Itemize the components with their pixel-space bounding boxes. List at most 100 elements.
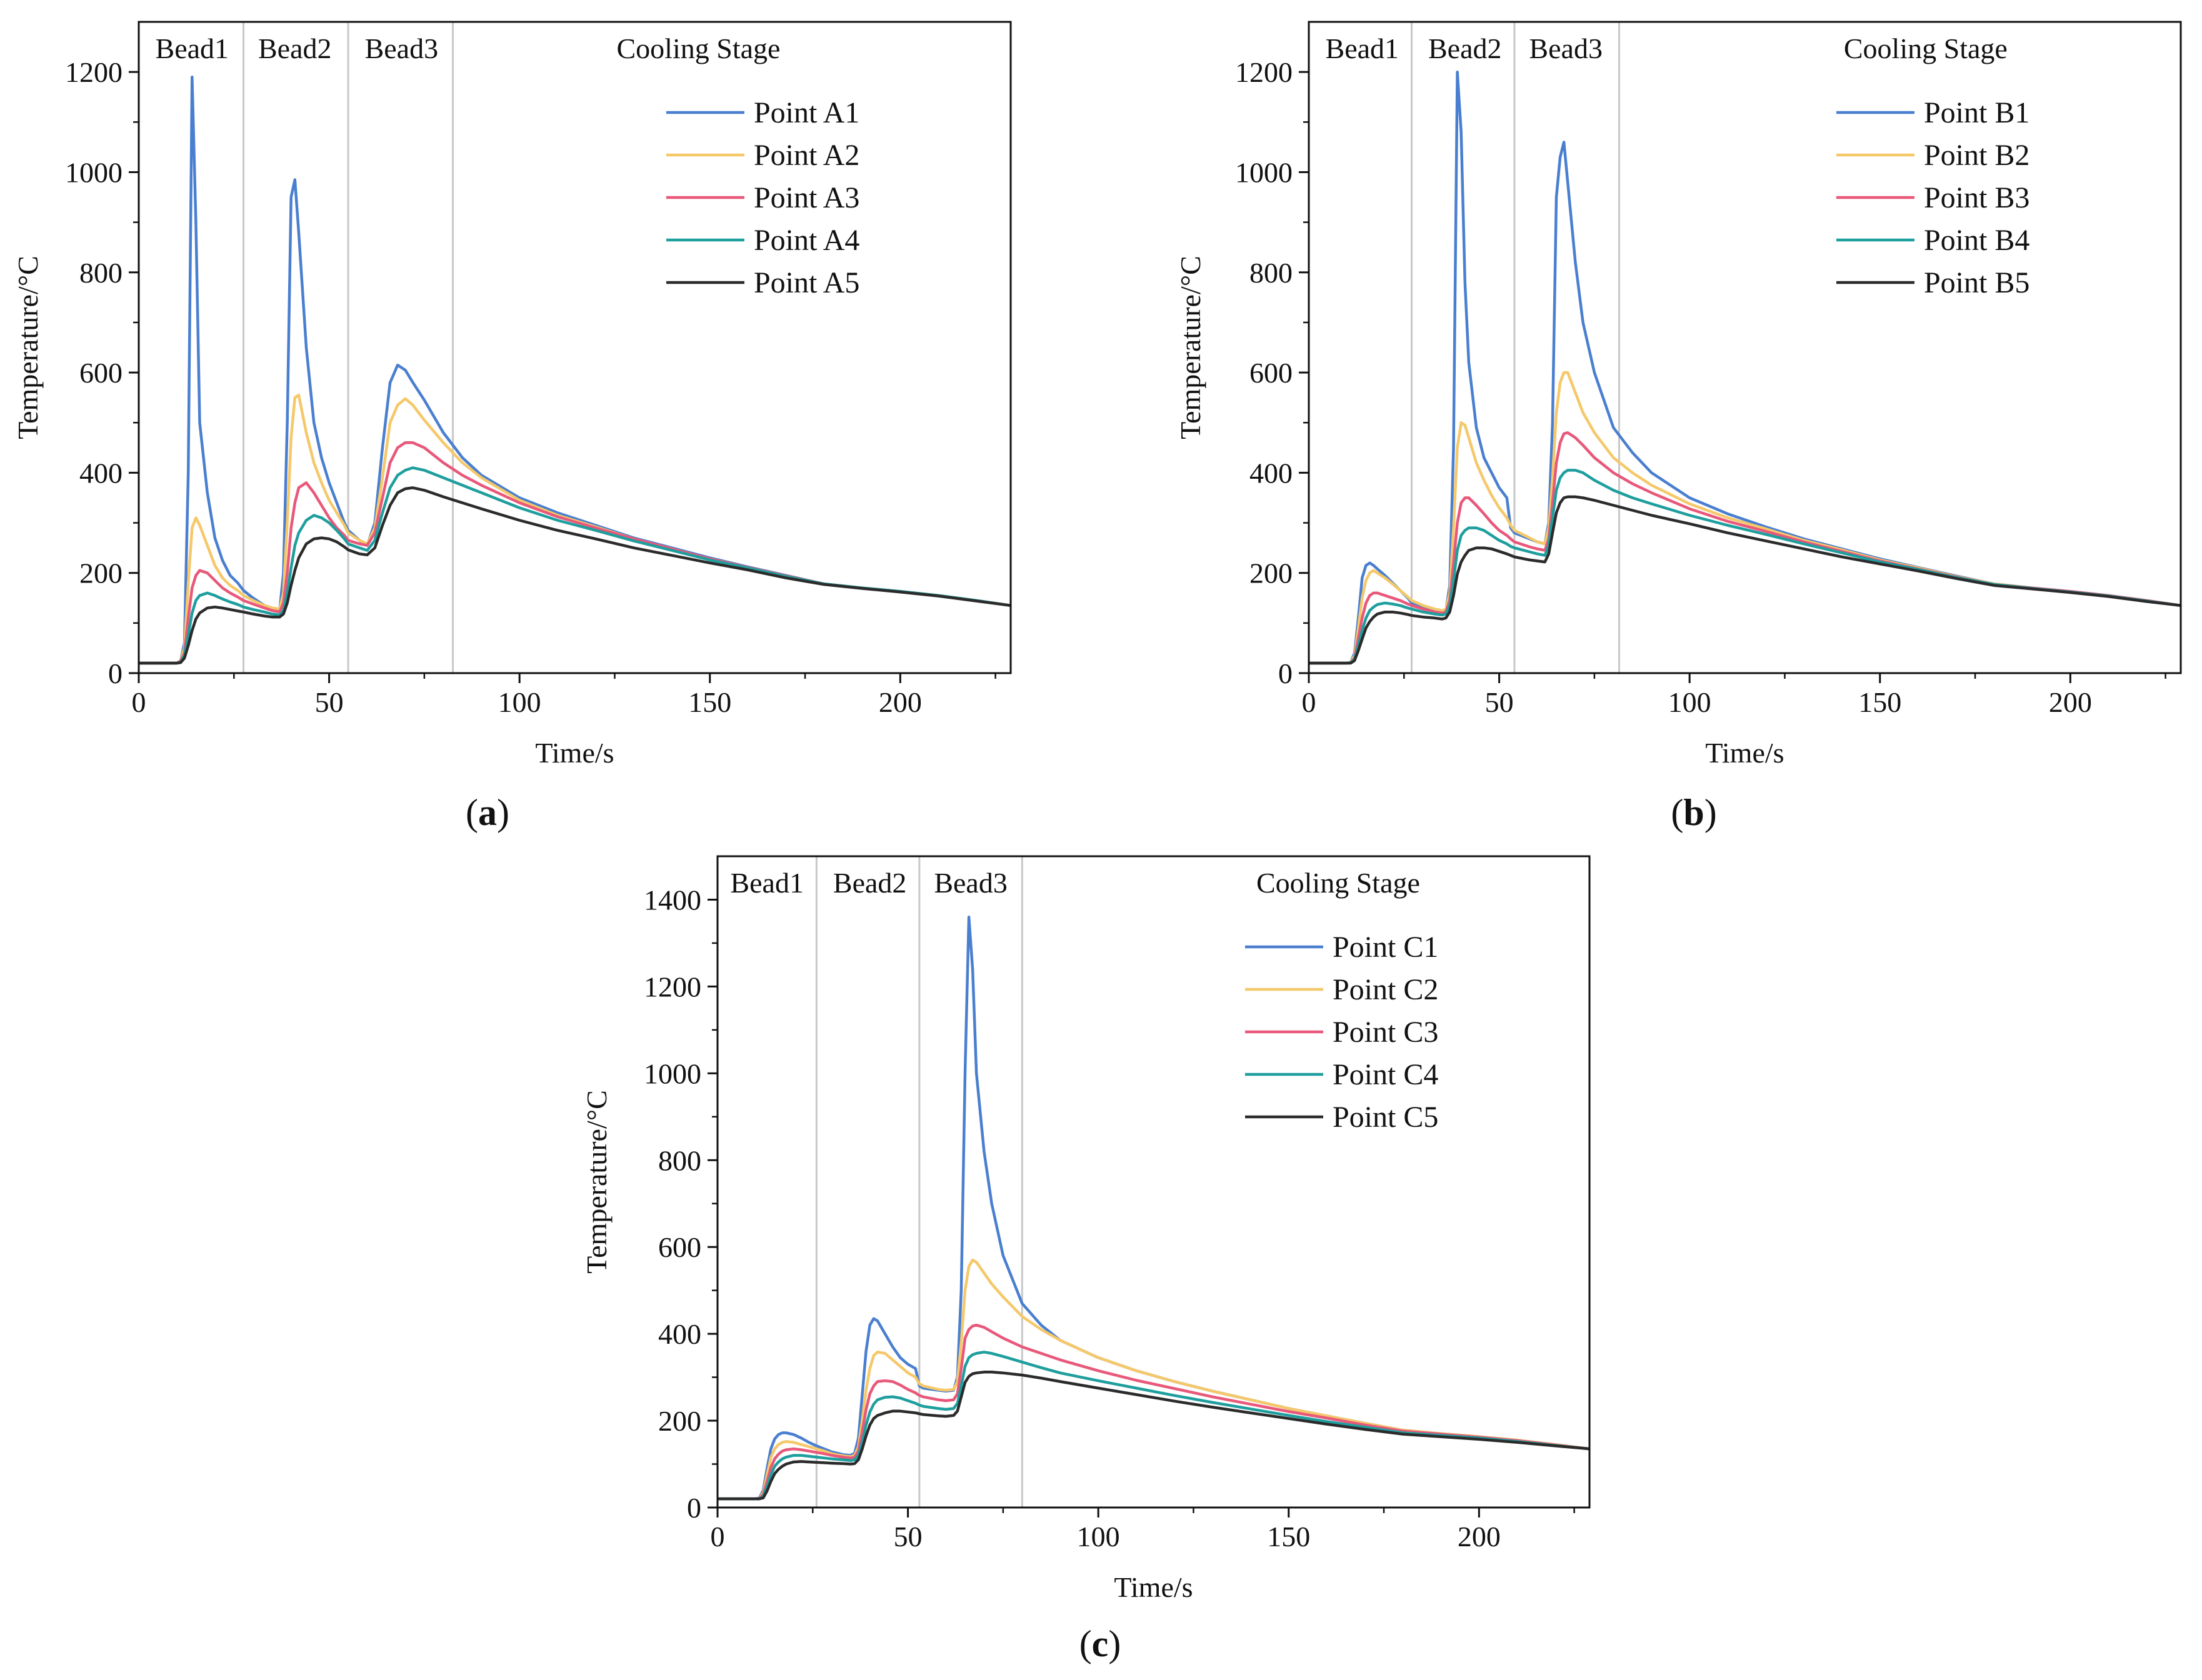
series-line-point-c3 bbox=[718, 1323, 1590, 1501]
series-line-point-a3 bbox=[139, 441, 1011, 665]
plot-frame bbox=[1308, 21, 2182, 674]
legend-label: Point B5 bbox=[1924, 266, 2029, 299]
plot-frame bbox=[138, 21, 1012, 674]
legend-label: Point C2 bbox=[1333, 973, 1438, 1006]
caption-open-paren: ( bbox=[1079, 1623, 1092, 1664]
legend-label: Point B2 bbox=[1924, 139, 2029, 172]
y-tick-label: 600 bbox=[1249, 357, 1293, 389]
y-tick-label: 400 bbox=[658, 1318, 701, 1350]
y-tick-label: 800 bbox=[79, 257, 123, 289]
series-line-point-a4 bbox=[139, 466, 1011, 665]
y-tick-label: 800 bbox=[1249, 257, 1293, 289]
stage-label: Bead1 bbox=[730, 867, 804, 899]
legend-label: Point A5 bbox=[754, 266, 859, 299]
panel-caption: (a) bbox=[466, 792, 509, 833]
caption-close-paren: ) bbox=[1108, 1623, 1121, 1664]
x-axis-title: Time/s bbox=[535, 737, 614, 769]
y-tick-label: 400 bbox=[1249, 457, 1293, 489]
legend-label: Point C1 bbox=[1333, 931, 1438, 964]
x-tick-label: 100 bbox=[1077, 1521, 1120, 1552]
chart-panel-a: 0 50 100 150 200 0 200 400 600 800 1000 1200 Bead1 Be… bbox=[12, 21, 1012, 833]
y-tick-label: 600 bbox=[79, 357, 123, 389]
series-line-point-c5 bbox=[718, 1371, 1590, 1501]
x-tick-label: 50 bbox=[894, 1521, 923, 1552]
y-tick-label: 1400 bbox=[644, 884, 701, 916]
legend-label: Point A1 bbox=[754, 96, 859, 129]
stage-label: Cooling Stage bbox=[1844, 32, 2008, 64]
x-tick-label: 150 bbox=[1267, 1521, 1310, 1552]
chart-panel-c: 0 50 100 150 200 0 200 400 600 800 1000 1200 1400 Bea… bbox=[581, 855, 1591, 1664]
y-tick-label: 200 bbox=[79, 558, 123, 589]
legend-label: Point A3 bbox=[754, 181, 859, 214]
stage-label: Bead1 bbox=[156, 32, 229, 64]
plot-frame bbox=[716, 855, 1591, 1509]
stage-label: Cooling Stage bbox=[1256, 867, 1420, 899]
x-axis-title: Time/s bbox=[1114, 1571, 1193, 1603]
stage-label: Bead2 bbox=[833, 867, 907, 899]
stage-label: Bead3 bbox=[934, 867, 1008, 899]
chart-panel-b: 0 50 100 150 200 0 200 400 600 800 1000 1200 Bead1 Be… bbox=[1174, 21, 2182, 833]
legend-label: Point C5 bbox=[1333, 1101, 1438, 1134]
x-tick-label: 200 bbox=[1458, 1521, 1501, 1552]
y-axis-title: Temperature/°C bbox=[581, 1090, 613, 1274]
stage-label: Bead2 bbox=[258, 32, 332, 64]
caption-open-paren: ( bbox=[466, 792, 478, 833]
y-axis-title: Temperature/°C bbox=[1174, 256, 1206, 439]
series-line-point-a2 bbox=[139, 393, 1011, 665]
caption-letter: b bbox=[1683, 792, 1704, 833]
y-tick-label: 1000 bbox=[1235, 156, 1293, 188]
y-tick-label: 800 bbox=[658, 1144, 701, 1176]
series-line-point-c4 bbox=[718, 1351, 1590, 1501]
legend-label: Point B4 bbox=[1924, 224, 2029, 257]
y-tick-label: 1200 bbox=[65, 56, 123, 88]
x-tick-label: 50 bbox=[315, 686, 344, 718]
y-tick-label: 1200 bbox=[1235, 56, 1293, 88]
y-tick-label: 200 bbox=[658, 1405, 701, 1437]
series-line-point-c1 bbox=[718, 916, 1590, 1501]
series-line-point-a5 bbox=[139, 486, 1011, 665]
x-tick-label: 100 bbox=[498, 686, 541, 718]
series-line-point-c2 bbox=[718, 1258, 1590, 1501]
x-tick-label: 150 bbox=[1858, 686, 1901, 718]
y-axis-title: Temperature/°C bbox=[12, 256, 44, 439]
panel-caption: (b) bbox=[1671, 792, 1716, 833]
stage-label: Cooling Stage bbox=[617, 32, 781, 64]
caption-close-paren: ) bbox=[1704, 792, 1717, 833]
series-line-point-b2 bbox=[1309, 371, 2181, 665]
y-tick-label: 200 bbox=[1249, 558, 1293, 589]
series-line-point-b4 bbox=[1309, 469, 2181, 665]
caption-close-paren: ) bbox=[497, 792, 509, 833]
legend-label: Point A4 bbox=[754, 224, 859, 257]
y-tick-label: 1000 bbox=[644, 1058, 701, 1089]
panel-caption: (c) bbox=[1079, 1623, 1121, 1664]
legend-label: Point B3 bbox=[1924, 181, 2029, 214]
y-tick-label: 0 bbox=[1278, 658, 1293, 689]
series-line-point-b1 bbox=[1309, 70, 2181, 665]
x-tick-label: 50 bbox=[1485, 686, 1514, 718]
series-line-point-b5 bbox=[1309, 495, 2181, 665]
x-tick-label: 0 bbox=[1302, 686, 1316, 718]
series-line-point-b3 bbox=[1309, 431, 2181, 665]
x-tick-label: 100 bbox=[1668, 686, 1711, 718]
x-axis-title: Time/s bbox=[1705, 737, 1784, 769]
y-tick-label: 1000 bbox=[65, 156, 123, 188]
x-tick-label: 0 bbox=[132, 686, 146, 718]
y-tick-label: 400 bbox=[79, 457, 123, 489]
y-tick-label: 0 bbox=[687, 1492, 701, 1524]
x-tick-label: 0 bbox=[711, 1521, 725, 1552]
x-tick-label: 200 bbox=[2049, 686, 2092, 718]
legend-label: Point A2 bbox=[754, 139, 859, 172]
series-line-point-a1 bbox=[139, 75, 1011, 665]
stage-label: Bead3 bbox=[365, 32, 439, 64]
legend-label: Point C3 bbox=[1333, 1016, 1438, 1049]
stage-label: Bead3 bbox=[1529, 32, 1603, 64]
y-tick-label: 0 bbox=[108, 658, 123, 689]
legend-label: Point C4 bbox=[1333, 1058, 1438, 1091]
caption-letter: a bbox=[478, 792, 497, 833]
y-tick-label: 600 bbox=[658, 1231, 701, 1263]
x-tick-label: 150 bbox=[688, 686, 731, 718]
x-tick-label: 200 bbox=[879, 686, 922, 718]
caption-open-paren: ( bbox=[1671, 792, 1683, 833]
stage-label: Bead2 bbox=[1428, 32, 1502, 64]
